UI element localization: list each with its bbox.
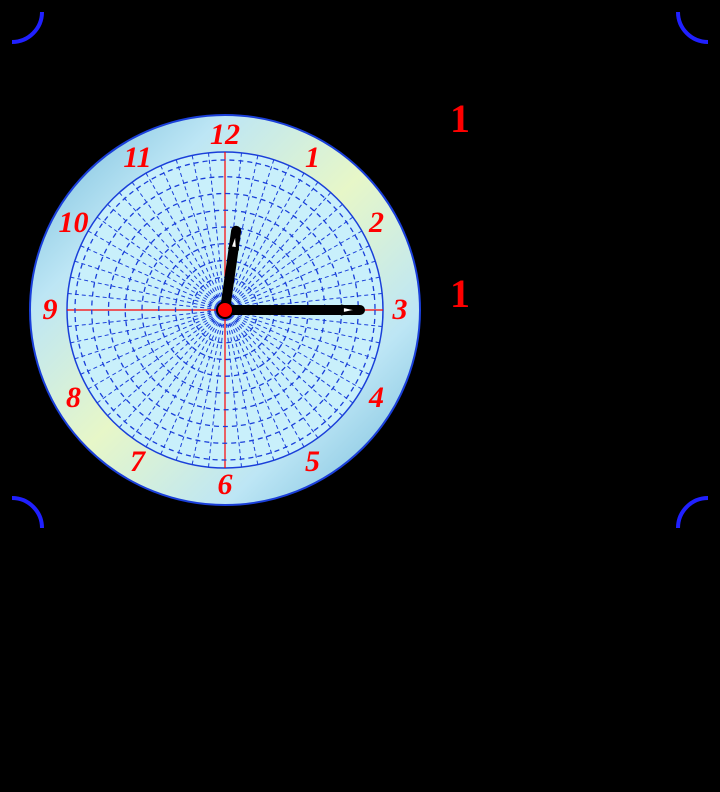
hour-number: 1 [305, 141, 320, 175]
label-top: 1 [450, 95, 470, 142]
clock: 121234567891011 [20, 105, 430, 515]
hour-number: 3 [393, 293, 408, 327]
hour-number: 10 [58, 206, 88, 240]
label-bottom: 1 [450, 270, 470, 317]
hour-number: 2 [369, 206, 384, 240]
hour-number: 8 [66, 381, 81, 415]
hour-number: 6 [218, 468, 233, 502]
clock-svg [20, 105, 430, 515]
mask [708, 0, 720, 792]
mask [0, 0, 12, 792]
hour-number: 12 [210, 118, 240, 152]
mask [0, 0, 720, 12]
hour-number: 5 [305, 445, 320, 479]
hour-number: 9 [43, 293, 58, 327]
hour-number: 7 [130, 445, 145, 479]
hour-number: 4 [369, 381, 384, 415]
mask [0, 528, 720, 568]
hour-number: 11 [123, 141, 151, 175]
